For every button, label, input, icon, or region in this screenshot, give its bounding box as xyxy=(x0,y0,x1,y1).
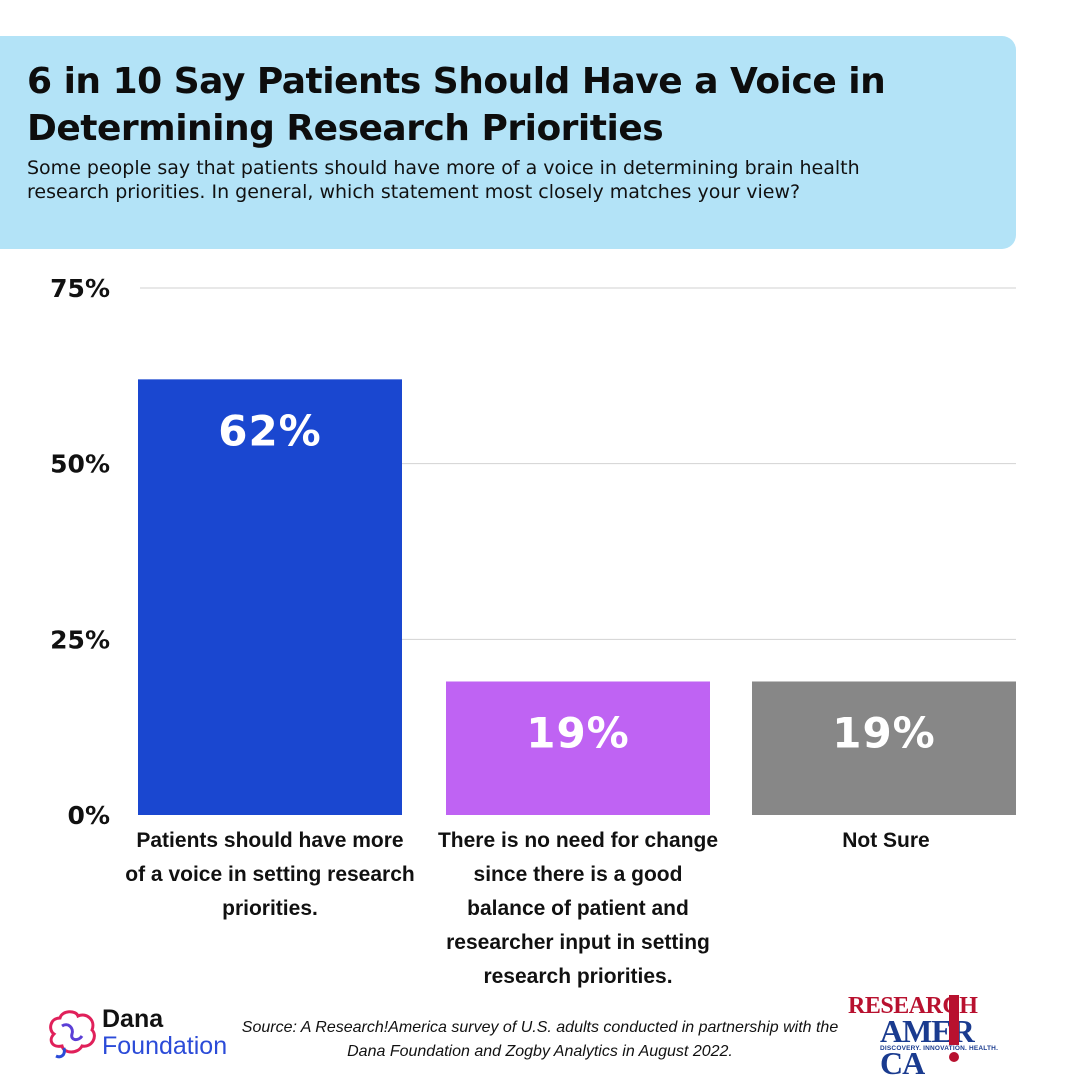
bar-value-label: 19% xyxy=(832,708,936,757)
exclamation-icon xyxy=(949,995,959,1062)
chart-title: 6 in 10 Say Patients Should Have a Voice… xyxy=(27,61,886,149)
bar xyxy=(446,681,710,815)
chart-subtitle: Some people say that patients should hav… xyxy=(27,157,860,203)
brain-icon xyxy=(49,1010,96,1059)
bars: 62% 19% 19% xyxy=(138,379,1016,815)
dana-foundation-logo: Dana Foundation xyxy=(44,1004,264,1064)
bar-value-label: 62% xyxy=(218,406,322,455)
source-note: Source: A Research!America survey of U.S… xyxy=(241,1019,839,1060)
bar xyxy=(138,379,402,815)
y-tick-label: 75% xyxy=(50,274,110,303)
category-label: There is no need for change since there … xyxy=(437,829,719,988)
category-label: Patients should have more of a voice in … xyxy=(125,829,415,920)
y-axis-ticks: 0% 25% 50% 75% xyxy=(50,274,110,830)
research-america-logo: RESEARCH AMER CA DISCOVERY. INNOVATION. … xyxy=(848,993,1018,1079)
bar-value-label: 19% xyxy=(526,708,630,757)
y-tick-label: 50% xyxy=(50,450,110,479)
bar-chart: 0% 25% 50% 75% 62% 19% 19% xyxy=(50,274,1016,830)
y-tick-label: 0% xyxy=(68,801,110,830)
y-tick-label: 25% xyxy=(50,625,110,654)
header-banner xyxy=(0,36,1016,249)
category-label: Not Sure xyxy=(842,829,930,852)
ra-logo-tagline: DISCOVERY. INNOVATION. HEALTH. xyxy=(880,1045,999,1052)
bar xyxy=(752,681,1016,815)
dana-logo-line2: Foundation xyxy=(102,1032,228,1060)
dana-logo-line1: Dana xyxy=(102,1005,164,1033)
